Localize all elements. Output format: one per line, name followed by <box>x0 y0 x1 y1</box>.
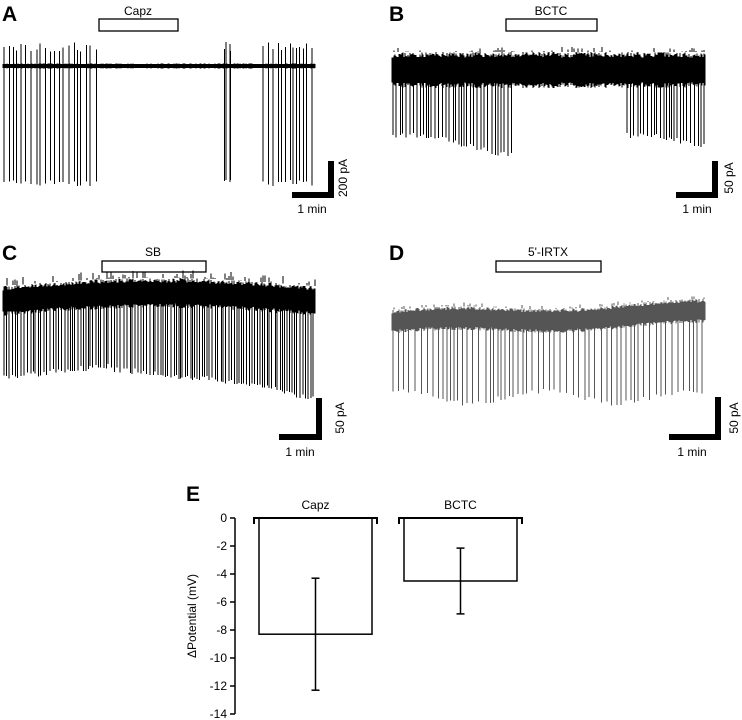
panel-d-scale-x: 1 min <box>677 445 706 459</box>
panel-a-drug-bar <box>98 18 179 32</box>
panel-a: A Capz 1 min 200 pA <box>2 3 350 216</box>
panel-e: E 0 -2 -4 -6 -8 -10 -12 -14 ΔPotential (mV) Cap… <box>185 483 523 720</box>
panel-d-drug-bar <box>495 260 602 273</box>
panel-b-scale-bar-lines <box>676 161 718 198</box>
trace-path <box>2 42 316 186</box>
category-label: Capz <box>301 498 329 512</box>
trace-path <box>391 47 706 156</box>
y-tick-label: -14 <box>210 707 228 720</box>
category-bracket <box>253 517 378 524</box>
y-tick-label: -10 <box>210 651 228 665</box>
panel-c-drug-bar <box>101 260 207 273</box>
panel-a-trace <box>2 42 316 186</box>
panel-b-drug-label: BCTC <box>535 4 568 18</box>
panel-d-drug-label: 5'-IRTX <box>528 245 568 259</box>
panel-c-scale-y: 50 pA <box>333 402 347 433</box>
panel-c-scale-bar: 1 min 50 pA <box>279 398 347 459</box>
panel-a-scale-bar-lines <box>292 161 334 198</box>
category-bracket <box>398 517 523 524</box>
trace-path <box>225 42 231 182</box>
panel-b-scale-x: 1 min <box>682 202 711 216</box>
panel-b-scale-y: 50 pA <box>722 162 736 193</box>
panel-c: C SB 1 min 50 pA <box>2 242 347 459</box>
panel-d: D 5'-IRTX 1 min 50 pA <box>389 242 741 459</box>
category-label: BCTC <box>444 498 477 512</box>
panel-a-scale-bar: 1 min 200 pA <box>292 159 350 216</box>
y-tick-label: -12 <box>210 679 228 693</box>
y-tick-label: -2 <box>216 539 227 553</box>
panel-e-letter: E <box>186 483 200 506</box>
panel-d-scale-bar-lines <box>669 397 721 440</box>
panel-b-drug-bar <box>505 18 598 32</box>
panel-c-scale-bar-lines <box>279 398 322 440</box>
panel-b-scale-bar: 1 min 50 pA <box>676 161 736 216</box>
y-axis-ticks: 0 -2 -4 -6 -8 -10 -12 -14 <box>210 511 235 720</box>
panel-a-scale-x: 1 min <box>297 202 326 216</box>
panel-c-trace <box>2 270 316 399</box>
bars: Capz BCTC <box>253 498 523 691</box>
panel-b-trace <box>391 47 706 156</box>
y-axis-label: ΔPotential (mV) <box>185 574 199 658</box>
panel-a-letter: A <box>2 3 17 26</box>
panel-a-scale-y: 200 pA <box>336 159 350 197</box>
panel-c-drug-label: SB <box>145 245 161 259</box>
y-tick-label: -8 <box>216 623 227 637</box>
panel-d-scale-bar: 1 min 50 pA <box>669 397 741 459</box>
trace-path <box>391 296 706 406</box>
y-tick-label: -6 <box>216 595 227 609</box>
panel-d-letter: D <box>389 242 404 265</box>
panel-d-scale-y: 50 pA <box>727 402 741 433</box>
panel-c-scale-x: 1 min <box>285 445 314 459</box>
panel-d-trace <box>391 296 706 406</box>
panel-b-letter: B <box>389 3 404 26</box>
trace-path <box>2 270 316 399</box>
panel-a-drug-label: Capz <box>124 4 152 18</box>
panel-c-letter: C <box>2 242 17 265</box>
y-tick-label: -4 <box>216 567 227 581</box>
panel-b: B BCTC 1 min 50 pA <box>389 3 736 216</box>
y-tick-label: 0 <box>220 511 227 525</box>
